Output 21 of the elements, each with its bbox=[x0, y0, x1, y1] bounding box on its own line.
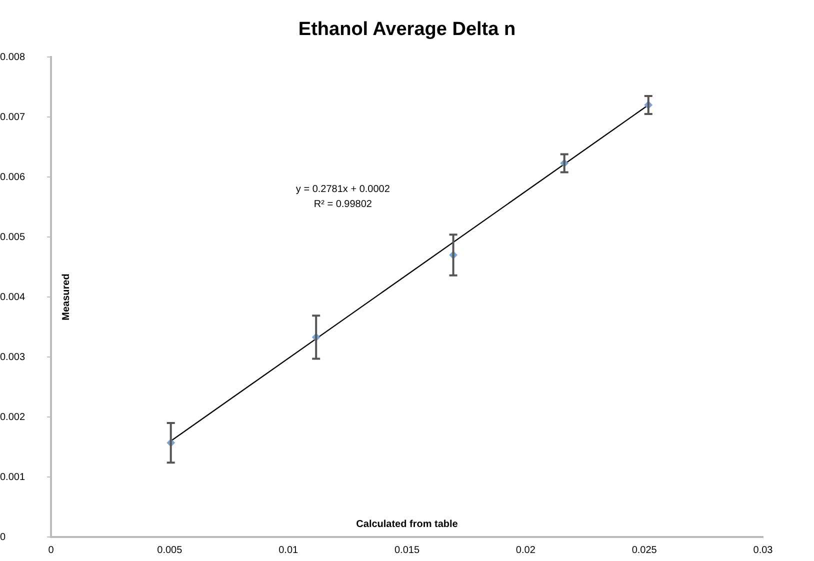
y-tick-label: 0.002 bbox=[0, 412, 26, 423]
x-tick-label: 0.02 bbox=[516, 544, 536, 556]
y-tick-label: 0.008 bbox=[0, 52, 26, 63]
y-tick-label: 0.005 bbox=[0, 232, 26, 243]
y-tick-label: 0.003 bbox=[0, 352, 26, 363]
chart-title: Ethanol Average Delta n bbox=[298, 19, 516, 40]
y-tick-label: 0.007 bbox=[0, 112, 26, 123]
annotation: y = 0.2781x + 0.0002 bbox=[296, 184, 390, 195]
annotation: R² = 0.99802 bbox=[314, 198, 372, 210]
x-tick-label: 0.005 bbox=[157, 544, 183, 556]
x-tick-label: 0.01 bbox=[278, 544, 298, 556]
x-tick-label: 0.015 bbox=[394, 544, 420, 556]
x-tick-label: 0.03 bbox=[753, 544, 774, 556]
y-tick-label: 0 bbox=[0, 532, 6, 543]
y-tick-label: 0.006 bbox=[0, 172, 26, 183]
y-tick-label: 0.001 bbox=[0, 472, 26, 483]
x-tick-label: 0.025 bbox=[632, 544, 658, 556]
x-tick-label: 0 bbox=[48, 544, 54, 556]
y-axis-title: Measured bbox=[60, 274, 72, 320]
x-axis-title: Calculated from table bbox=[356, 518, 458, 530]
y-tick-label: 0.004 bbox=[0, 292, 26, 303]
